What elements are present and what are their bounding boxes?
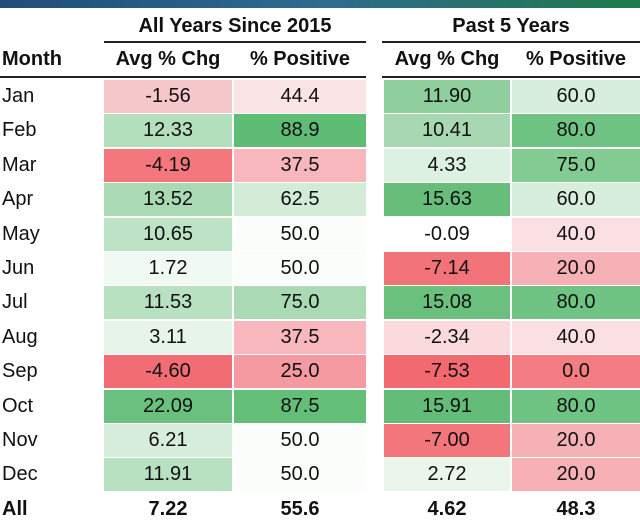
column-header-pct-positive-5yr: % Positive xyxy=(525,48,627,70)
month-label: Nov xyxy=(2,429,38,451)
cell-avg-chg-all: -4.19 xyxy=(104,148,232,182)
cell-pct-positive-5yr: 80.0 xyxy=(512,114,640,148)
column-header-month: Month xyxy=(2,48,62,70)
cell-avg-chg-5yr: 4.33 xyxy=(384,148,510,182)
cell-avg-chg-all: 13.52 xyxy=(104,183,232,217)
cell-pct-positive-all: 50.0 xyxy=(234,252,366,285)
month-label: Mar xyxy=(2,153,37,176)
month-label: Oct xyxy=(2,394,34,417)
cell-pct-positive-5yr: 20.0 xyxy=(512,252,640,285)
cell-pct-positive-all: 25.0 xyxy=(234,355,366,389)
month-label: Dec xyxy=(2,463,38,486)
cell-pct-positive-all: 88.9 xyxy=(234,114,366,148)
month-label: Apr xyxy=(2,188,34,211)
cell-avg-chg-all: 22.09 xyxy=(104,389,232,423)
cell-avg-chg-5yr: 11.90 xyxy=(384,80,510,113)
table-row: Mar -4.19 37.5 4.33 75.0 xyxy=(0,148,640,183)
cell-avg-chg-all: -1.56 xyxy=(104,80,232,113)
cell-avg-chg-5yr: -2.34 xyxy=(384,320,510,354)
cell-pct-positive-5yr: 0.0 xyxy=(512,355,640,389)
cell-pct-positive-5yr: 20.0 xyxy=(512,458,640,492)
table-row: Jun 1.72 50.0 -7.14 20.0 xyxy=(0,252,640,286)
title-band xyxy=(0,0,640,8)
header-rule-right xyxy=(382,76,640,78)
cell-avg-chg-all: 12.33 xyxy=(104,114,232,148)
cell-pct-positive-5yr: 80.0 xyxy=(512,286,640,320)
table-row: Jul 11.53 75.0 15.08 80.0 xyxy=(0,286,640,320)
cell-avg-chg-5yr: 15.08 xyxy=(384,286,510,320)
header-rule-left xyxy=(0,76,366,78)
table-row: Nov 6.21 50.0 -7.00 20.0 xyxy=(0,424,640,458)
cell-avg-chg-all: 6.21 xyxy=(104,424,232,457)
cell-avg-chg-all: 11.91 xyxy=(104,458,232,492)
table-row: Sep -4.60 25.0 -7.53 0.0 xyxy=(0,355,640,389)
cell-pct-positive-all: 37.5 xyxy=(234,148,366,182)
table-row: Feb 12.33 88.9 10.41 80.0 xyxy=(0,114,640,148)
cell-avg-chg-5yr: -7.00 xyxy=(384,424,510,457)
cell-pct-positive-5yr: 60.0 xyxy=(512,183,640,217)
cell-avg-chg-all: -4.60 xyxy=(104,355,232,389)
month-label: Jan xyxy=(2,85,35,107)
cell-pct-positive-5yr: 40.0 xyxy=(512,217,640,251)
cell-avg-chg-5yr: -7.53 xyxy=(384,355,510,389)
cell-pct-positive-all: 62.5 xyxy=(234,183,366,217)
table-row: Jan -1.56 44.4 11.90 60.0 xyxy=(0,80,640,114)
cell-pct-positive-all: 50.0 xyxy=(234,424,366,457)
table-row: Aug 3.11 37.5 -2.34 40.0 xyxy=(0,320,640,355)
month-label: Jul xyxy=(2,291,28,314)
column-header-pct-positive-all: % Positive xyxy=(249,48,351,70)
cell-pct-positive-5yr: 80.0 xyxy=(512,389,640,423)
cell-pct-positive-all: 44.4 xyxy=(234,80,366,113)
cell-pct-positive-all: 75.0 xyxy=(234,286,366,320)
group-header-all-years: All Years Since 2015 xyxy=(104,11,366,43)
month-label: Jun xyxy=(2,257,35,279)
month-label: May xyxy=(2,222,40,245)
month-label: Sep xyxy=(2,360,38,383)
column-header-avg-chg-all: Avg % Chg xyxy=(115,48,221,70)
cell-avg-chg-5yr: -0.09 xyxy=(384,217,510,251)
table-row: May 10.65 50.0 -0.09 40.0 xyxy=(0,217,640,252)
cell-avg-chg-5yr: -7.14 xyxy=(384,252,510,285)
cell-pct-positive-all: 50.0 xyxy=(234,217,366,251)
cell-pct-positive-all: 87.5 xyxy=(234,389,366,423)
all-row: All 7.22 55.6 4.62 48.3 xyxy=(0,494,640,524)
cell-avg-chg-5yr: 15.91 xyxy=(384,389,510,423)
cell-avg-chg-all: 11.53 xyxy=(104,286,232,320)
cell-pct-positive-5yr: 20.0 xyxy=(512,424,640,457)
cell-avg-chg-all: 1.72 xyxy=(104,252,232,285)
group-header-past-5-years: Past 5 Years xyxy=(382,11,640,43)
month-label: Feb xyxy=(2,119,37,142)
cell-avg-chg-5yr: 15.63 xyxy=(384,183,510,217)
cell-pct-positive-5yr: 40.0 xyxy=(512,320,640,354)
cell-avg-chg-all: 10.65 xyxy=(104,217,232,251)
cell-pct-positive-all: 37.5 xyxy=(234,320,366,354)
cell-pct-positive-5yr: 75.0 xyxy=(512,148,640,182)
month-label: Aug xyxy=(2,325,38,348)
cell-avg-chg-all: 3.11 xyxy=(104,320,232,354)
table-row: Apr 13.52 62.5 15.63 60.0 xyxy=(0,183,640,217)
cell-avg-chg-5yr: 2.72 xyxy=(384,458,510,492)
table-row: Oct 22.09 87.5 15.91 80.0 xyxy=(0,389,640,424)
cell-avg-chg-5yr: 10.41 xyxy=(384,114,510,148)
table-row: Dec 11.91 50.0 2.72 20.0 xyxy=(0,458,640,492)
cell-pct-positive-5yr: 60.0 xyxy=(512,80,640,113)
column-header-avg-chg-5yr: Avg % Chg xyxy=(394,48,500,70)
cell-pct-positive-all: 50.0 xyxy=(234,458,366,492)
